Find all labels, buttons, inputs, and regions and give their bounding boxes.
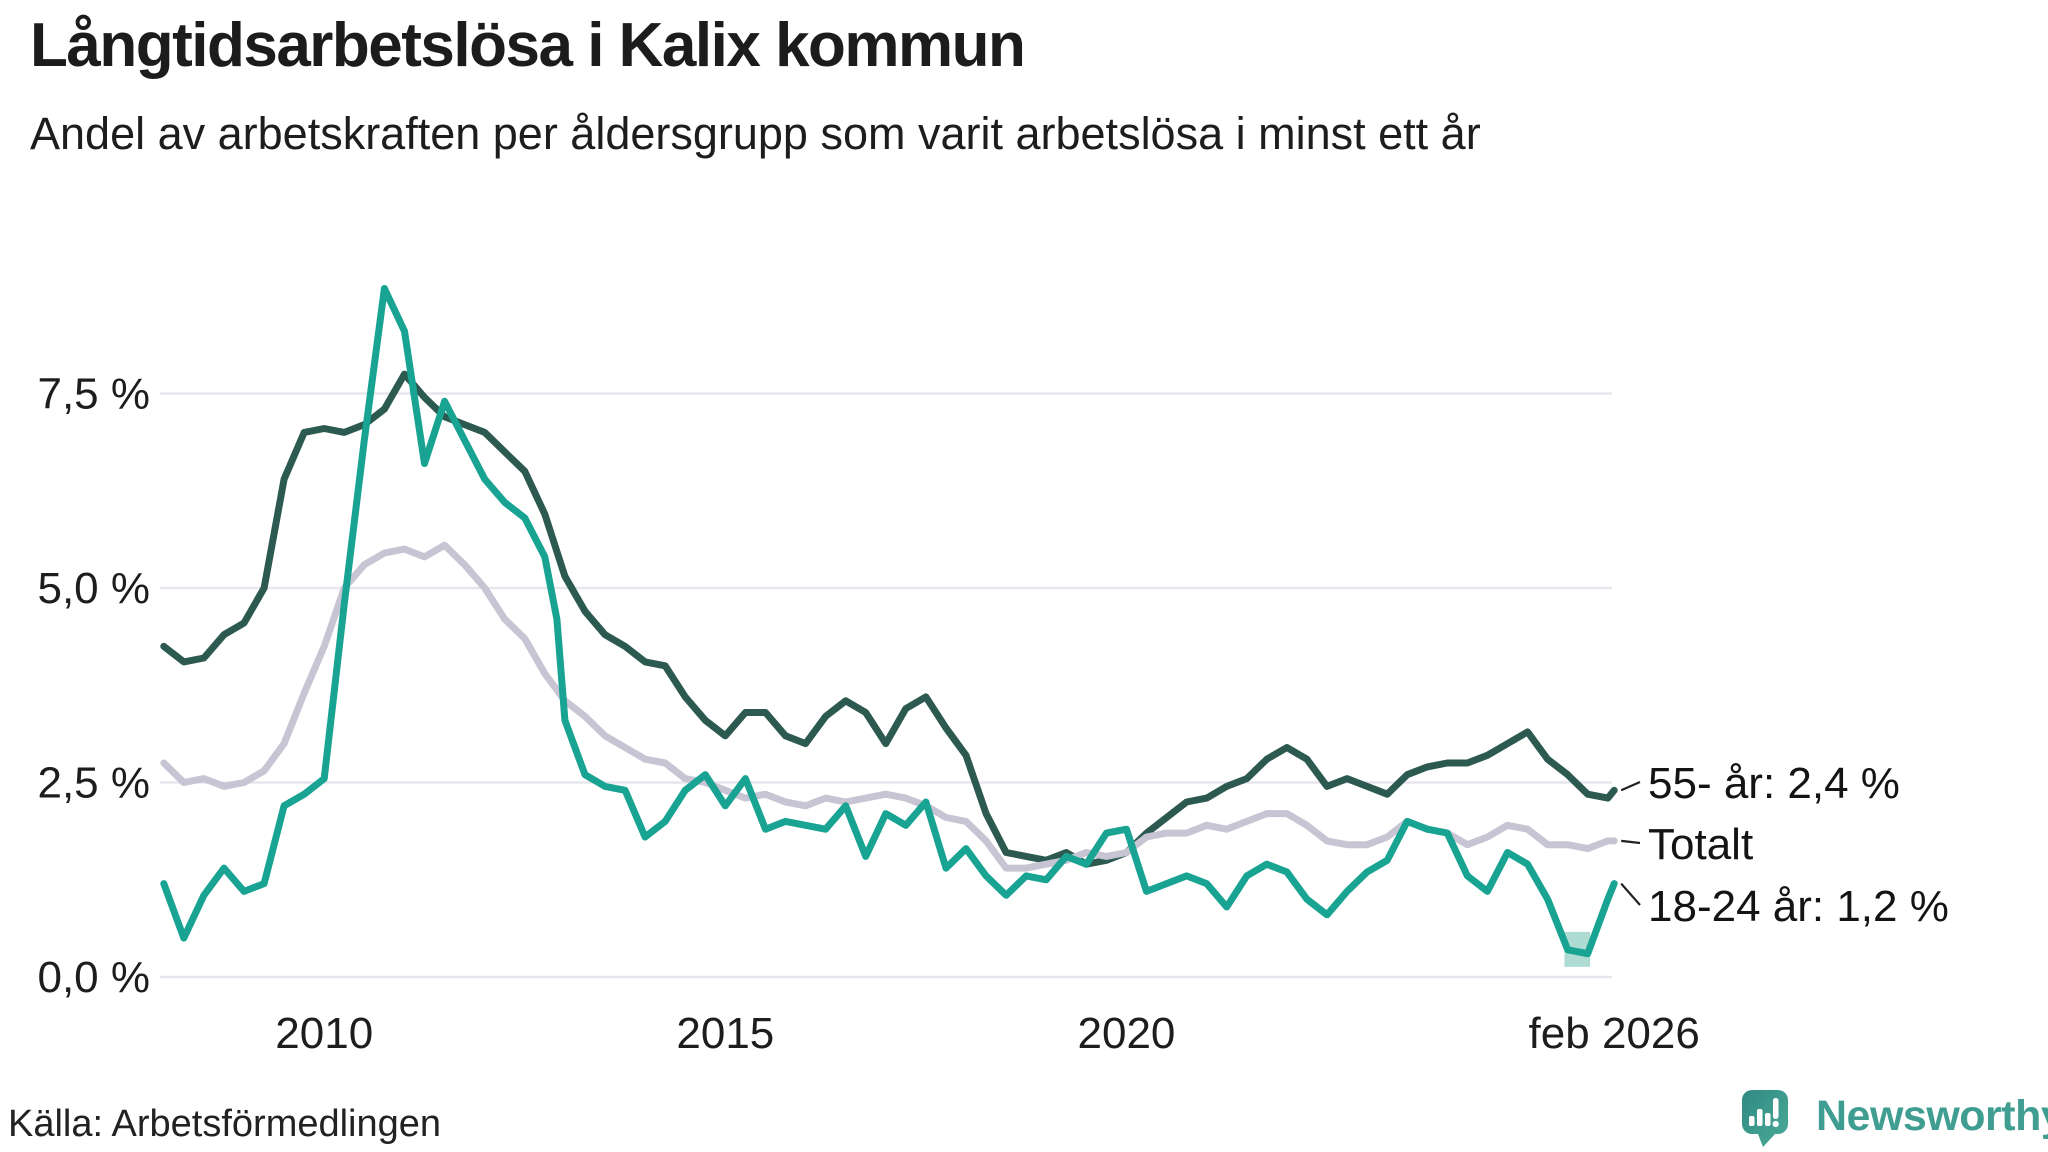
label-leader-lines xyxy=(1620,780,1641,906)
x-tick-label: 2015 xyxy=(676,1009,774,1058)
y-tick-label: 0,0 % xyxy=(37,953,150,1002)
chart-subtitle: Andel av arbetskraften per åldersgrupp s… xyxy=(30,108,1481,159)
gridlines xyxy=(160,392,1612,979)
y-axis: 0,0 % 2,5 % 5,0 % 7,5 % xyxy=(37,370,150,1003)
x-tick-label: 2020 xyxy=(1078,1009,1176,1058)
series-end-label: 18-24 år: 1,2 % xyxy=(1648,882,1949,931)
y-tick-label: 5,0 % xyxy=(37,564,150,613)
series-end-label: Totalt xyxy=(1648,820,1753,869)
x-axis: 2010 2015 2020 feb 2026 xyxy=(275,1009,1700,1058)
x-tick-label: feb 2026 xyxy=(1529,1009,1700,1058)
series-end-label: 55- år: 2,4 % xyxy=(1648,759,1900,808)
y-tick-label: 7,5 % xyxy=(37,370,150,419)
newsworthy-logo-icon xyxy=(1742,1090,1788,1147)
newsworthy-brand: Newsworthy xyxy=(1742,1090,2048,1148)
series-lines xyxy=(160,285,1618,958)
bar-chart-glyph xyxy=(1749,1098,1779,1128)
x-tick-label: 2010 xyxy=(275,1009,373,1058)
series-end-labels: 55- år: 2,4 % Totalt 18-24 år: 1,2 % xyxy=(1648,759,1949,931)
page-title: Långtidsarbetslösa i Kalix kommun xyxy=(30,11,1026,80)
newsworthy-brand-name: Newsworthy xyxy=(1816,1092,2048,1140)
source-note: Källa: Arbetsförmedlingen xyxy=(8,1103,442,1145)
y-tick-label: 2,5 % xyxy=(37,759,150,808)
